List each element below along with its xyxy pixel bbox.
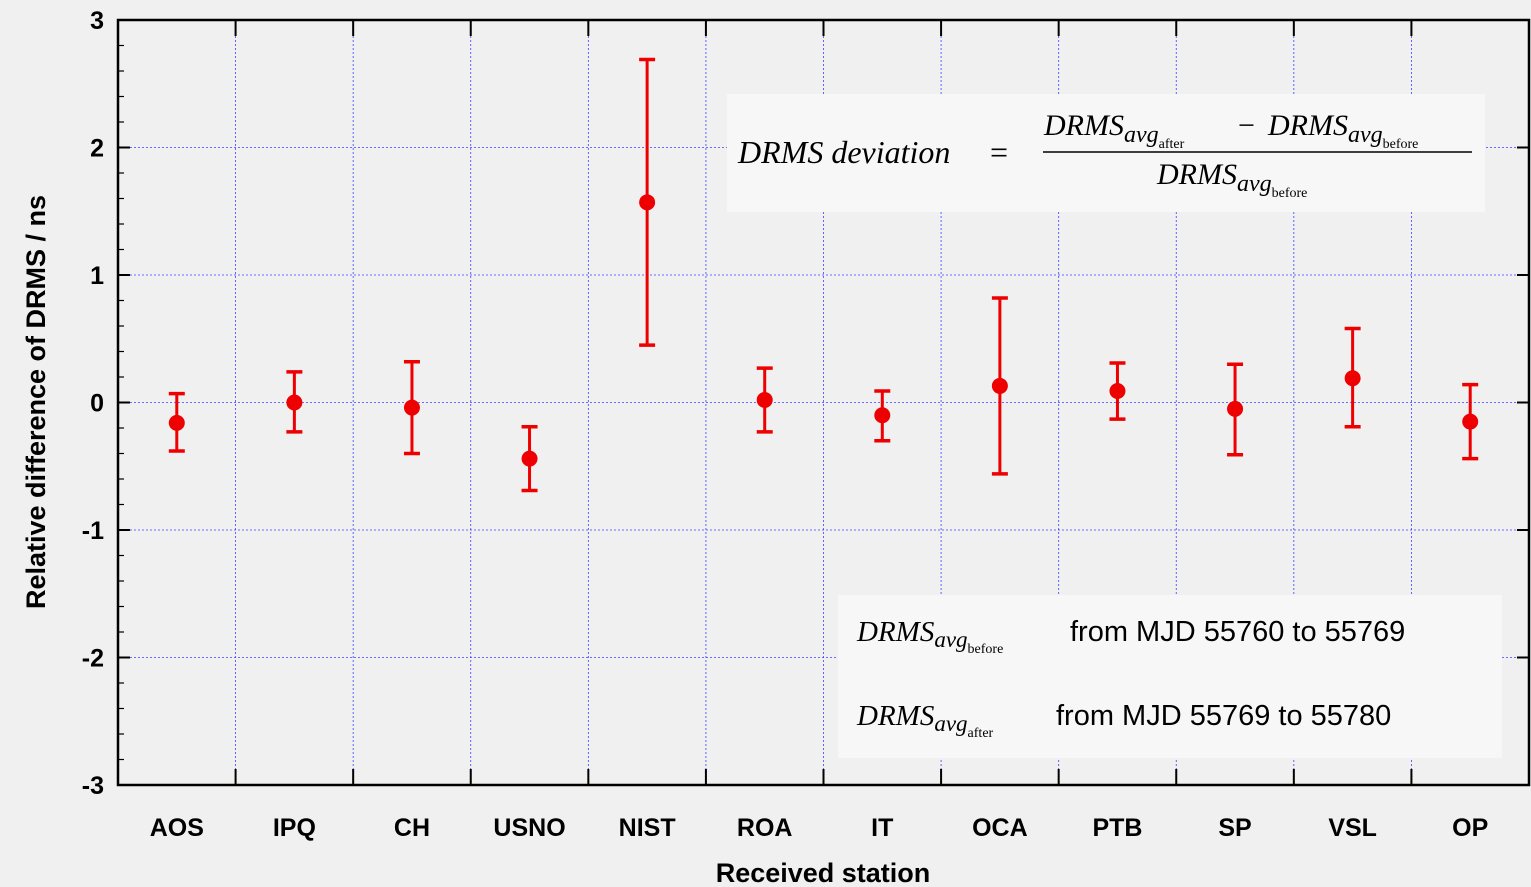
formula-den: DRMS — [1156, 158, 1237, 191]
data-point-ch — [403, 359, 420, 456]
formula-num-a-sub: avg — [1124, 122, 1159, 148]
legend-line1-main: DRMS — [856, 616, 935, 648]
formula-num-b-subsub: before — [1383, 137, 1419, 152]
data-point-op — [1462, 382, 1479, 461]
x-tick-label: IT — [871, 814, 893, 842]
x-tick-label: PTB — [1092, 814, 1142, 842]
data-point-ptb — [1109, 361, 1126, 421]
legend-box-background — [838, 595, 1502, 758]
data-point-aos — [168, 391, 185, 453]
formula-lhs: DRMS deviation — [737, 134, 950, 170]
y-tick-label: -1 — [82, 517, 104, 545]
svg-text:DRMSavgbefore: DRMSavgbefore — [1267, 109, 1418, 152]
data-marker — [403, 399, 420, 416]
formula-num-a: DRMS — [1043, 109, 1124, 142]
legend-line2-text: from MJD 55769 to 55780 — [1056, 700, 1391, 732]
svg-text:DRMSavgbefore: DRMSavgbefore — [856, 616, 1003, 657]
y-tick-label: 0 — [90, 390, 104, 418]
data-marker — [1344, 370, 1361, 387]
data-point-nist — [639, 57, 656, 347]
legend-line2-sub: avg — [934, 711, 967, 736]
legend-line2-main: DRMS — [856, 700, 935, 732]
data-marker — [991, 377, 1008, 394]
data-marker — [286, 394, 303, 411]
legend-line2-subsub: after — [968, 726, 994, 741]
y-axis-title: Relative difference of DRMS / ns — [21, 195, 51, 609]
formula-den-sub: avg — [1237, 171, 1272, 197]
data-point-sp — [1227, 362, 1244, 457]
x-tick-label: USNO — [493, 814, 565, 842]
y-tick-labels: -3 -2 -1 0 1 2 3 — [82, 7, 104, 800]
legend-line1-sub: avg — [934, 627, 967, 652]
formula-box-background — [727, 94, 1485, 212]
svg-text:DRMSavgafter: DRMSavgafter — [1043, 109, 1185, 152]
x-tick-label: IPQ — [273, 814, 316, 842]
formula-num-b-sub: avg — [1348, 122, 1383, 148]
svg-text:DRMSavgafter: DRMSavgafter — [856, 700, 994, 741]
data-point-vsl — [1344, 326, 1361, 429]
formula-equals: = — [990, 134, 1008, 170]
data-series — [168, 57, 1479, 493]
x-tick-label: OCA — [972, 814, 1028, 842]
y-tick-label: -2 — [82, 645, 104, 673]
data-point-ipq — [286, 370, 303, 434]
data-marker — [1109, 383, 1126, 400]
data-point-usno — [521, 424, 538, 493]
legend-line1-text: from MJD 55760 to 55769 — [1070, 616, 1405, 648]
x-tick-label: SP — [1218, 814, 1251, 842]
formula-box: DRMS deviation = DRMSavgafter − DRMSavgb… — [727, 94, 1485, 212]
data-marker — [521, 450, 538, 467]
legend-line1-subsub: before — [968, 642, 1004, 657]
data-marker — [756, 391, 773, 408]
formula-minus: − — [1238, 109, 1255, 142]
y-tick-label: -3 — [82, 772, 104, 800]
x-tick-label: NIST — [619, 814, 676, 842]
x-tick-label: OP — [1452, 814, 1488, 842]
y-tick-label: 2 — [90, 135, 104, 163]
x-tick-label: VSL — [1328, 814, 1377, 842]
x-axis-title: Received station — [716, 858, 931, 887]
data-marker — [1462, 413, 1479, 430]
axis-ticks — [118, 19, 1529, 786]
y-tick-label: 3 — [90, 7, 104, 35]
svg-text:DRMS deviation: DRMS deviation — [737, 134, 950, 170]
data-point-oca — [991, 296, 1008, 476]
data-marker — [639, 194, 656, 211]
y-tick-label: 1 — [90, 262, 104, 290]
x-tick-label: AOS — [150, 814, 204, 842]
data-point-it — [874, 389, 891, 443]
svg-text:DRMSavgbefore: DRMSavgbefore — [1156, 158, 1307, 201]
x-tick-label: CH — [394, 814, 430, 842]
data-marker — [168, 414, 185, 431]
legend-box: DRMSavgbefore from MJD 55760 to 55769 DR… — [838, 595, 1502, 758]
data-marker — [874, 407, 891, 424]
formula-num-b: DRMS — [1267, 109, 1348, 142]
x-tick-labels: AOS IPQ CH USNO NIST ROA IT OCA PTB SP VSL OP — [150, 814, 1489, 842]
data-point-roa — [756, 366, 773, 434]
formula-den-subsub: before — [1272, 186, 1308, 201]
formula-num-a-subsub: after — [1159, 137, 1185, 152]
x-tick-label: ROA — [737, 814, 793, 842]
data-marker — [1227, 400, 1244, 417]
